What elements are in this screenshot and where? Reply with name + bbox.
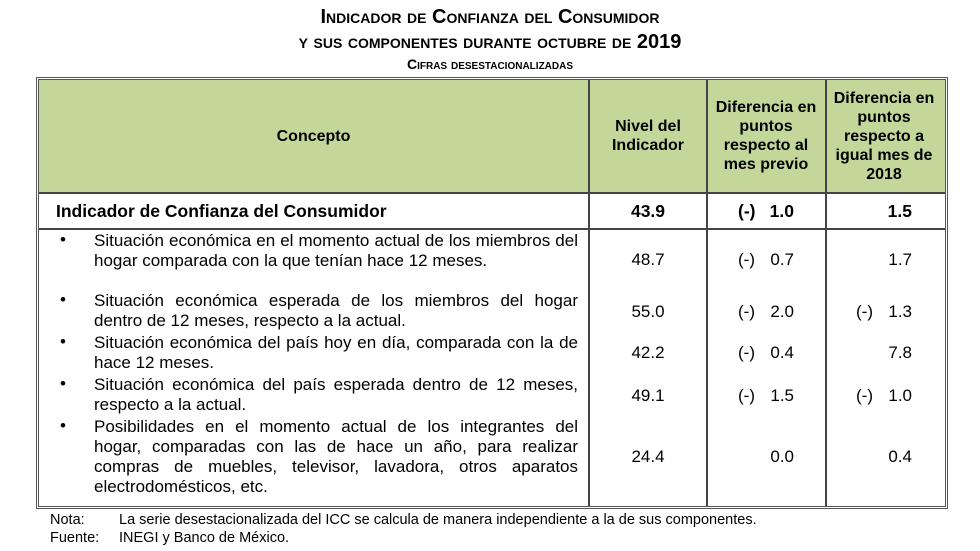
row-label: Situación económica esperada de los miem… (94, 291, 578, 330)
row-year: 1.0 (888, 386, 912, 405)
icc-label: Indicador de Confianza del Consumidor (56, 201, 387, 221)
row-prev-sign: (-) (738, 302, 755, 321)
row-year-sign: (-) (856, 386, 873, 405)
row-prev-sign: (-) (738, 386, 755, 405)
row-year: 1.3 (888, 302, 912, 321)
header-diff-year: Diferencia en puntos respecto a igual me… (833, 89, 935, 183)
row-label: Situación económica en el momento actual… (94, 231, 578, 270)
nota-label: Nota: (50, 512, 85, 528)
icc-prev-sign: (-) (738, 201, 756, 221)
row-nivel: 49.1 (631, 386, 665, 405)
nota-text: La serie desestacionalizada del ICC se c… (119, 512, 757, 528)
icc-year: 1.5 (887, 201, 912, 221)
row-nivel: 24.4 (631, 447, 665, 466)
table-title-line2: y sus componentes durante octubre de 201… (298, 31, 682, 53)
bullet-icon: • (60, 416, 66, 435)
table-title: Indicador de Confianza del Consumidor (320, 6, 660, 28)
divider (39, 228, 945, 230)
fuente-label: Fuente: (50, 530, 100, 546)
icc-nivel: 43.9 (630, 201, 666, 221)
bullet-icon: • (60, 332, 66, 351)
divider (706, 80, 708, 506)
row-nivel: 48.7 (631, 250, 665, 269)
header-nivel: Nivel del Indicador (611, 118, 684, 154)
row-prev: 0.4 (770, 343, 794, 362)
row-prev: 0.7 (770, 250, 794, 269)
row-prev: 2.0 (770, 302, 794, 321)
divider (825, 80, 827, 506)
row-year: 7.8 (888, 343, 912, 362)
row-label: Situación económica del país esperada de… (94, 375, 578, 414)
bullet-icon: • (60, 290, 66, 309)
row-nivel: 42.2 (631, 343, 665, 362)
header-diff-prev: Diferencia en puntos respecto al mes pre… (715, 99, 817, 173)
fuente-text: INEGI y Banco de México. (119, 530, 290, 546)
row-year-sign: (-) (856, 302, 873, 321)
row-year: 1.7 (888, 250, 912, 269)
row-label: Posibilidades en el momento actual de lo… (94, 417, 578, 496)
row-label: Situación económica del país hoy en día,… (94, 333, 578, 372)
row-nivel: 55.0 (631, 302, 665, 321)
icc-prev: 1.0 (769, 201, 794, 221)
divider (588, 80, 590, 506)
bullet-icon: • (60, 230, 66, 249)
row-prev-sign: (-) (738, 343, 755, 362)
header-concepto: Concepto (276, 127, 351, 145)
table-subtitle: Cifras desestacionalizadas (406, 56, 574, 72)
row-year: 0.4 (888, 447, 912, 466)
header-row (39, 80, 945, 192)
row-prev-sign: (-) (738, 250, 755, 269)
divider (39, 192, 945, 194)
bullet-icon: • (60, 374, 66, 393)
row-prev: 0.0 (770, 447, 794, 466)
table-frame (36, 77, 948, 509)
row-prev: 1.5 (770, 386, 794, 405)
